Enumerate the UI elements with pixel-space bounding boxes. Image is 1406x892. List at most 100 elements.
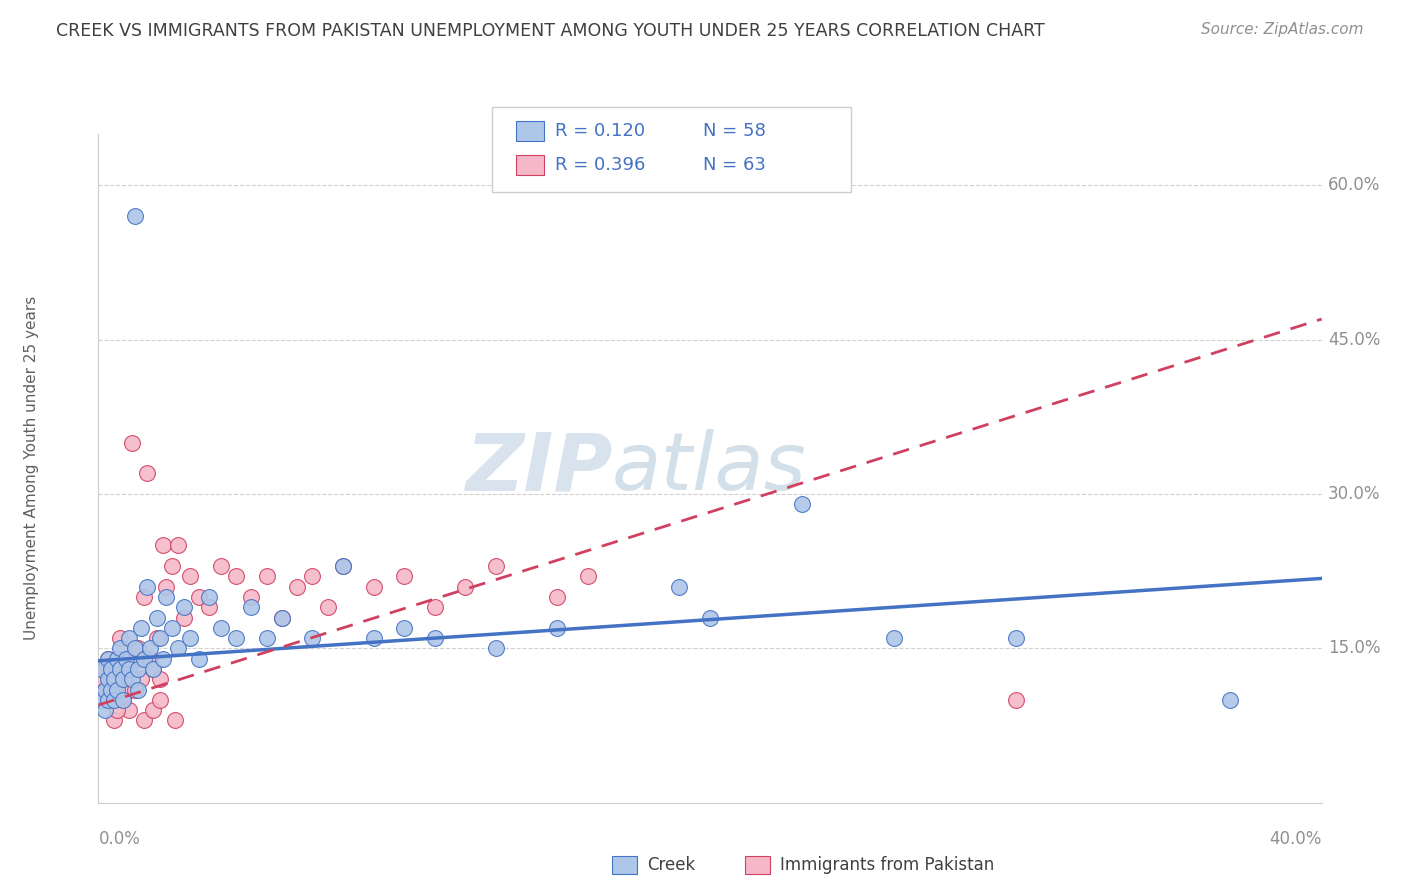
Point [188, 590, 211, 604]
Point [152, 651, 174, 665]
Point [124, 682, 146, 697]
Text: Source: ZipAtlas.com: Source: ZipAtlas.com [1201, 22, 1364, 37]
Text: N = 63: N = 63 [703, 156, 766, 174]
Point [179, 631, 201, 645]
Point [152, 539, 174, 553]
Text: N = 58: N = 58 [703, 122, 766, 140]
Point [93, 682, 115, 697]
Point [93, 682, 115, 697]
Point [163, 714, 186, 728]
Text: CREEK VS IMMIGRANTS FROM PAKISTAN UNEMPLOYMENT AMONG YOUTH UNDER 25 YEARS CORREL: CREEK VS IMMIGRANTS FROM PAKISTAN UNEMPL… [56, 22, 1045, 40]
Point [256, 631, 278, 645]
Point [332, 559, 354, 574]
Text: atlas: atlas [612, 429, 807, 508]
Point [546, 621, 568, 635]
Point [197, 590, 219, 604]
Point [108, 693, 131, 707]
Point [1004, 693, 1026, 707]
Point [127, 662, 149, 676]
Point [118, 682, 141, 697]
Point [485, 559, 508, 574]
Point [167, 641, 190, 656]
Point [301, 569, 323, 583]
Point [103, 662, 125, 676]
Text: Immigrants from Pakistan: Immigrants from Pakistan [780, 856, 994, 874]
Point [97, 673, 120, 687]
Point [546, 590, 568, 604]
Point [155, 580, 177, 594]
Point [225, 569, 247, 583]
Point [270, 610, 292, 624]
Point [209, 559, 232, 574]
Point [103, 714, 125, 728]
Point [100, 682, 122, 697]
Point [139, 641, 162, 656]
Text: Creek: Creek [647, 856, 695, 874]
Point [115, 651, 138, 665]
Text: 15.0%: 15.0% [1327, 640, 1381, 657]
Point [134, 651, 156, 665]
Point [121, 673, 143, 687]
Point [197, 600, 219, 615]
Point [285, 580, 308, 594]
Point [129, 673, 152, 687]
Point [485, 641, 508, 656]
Point [105, 682, 128, 697]
Point [142, 662, 165, 676]
Point [100, 662, 122, 676]
Text: Unemployment Among Youth under 25 years: Unemployment Among Youth under 25 years [24, 296, 38, 640]
Point [127, 682, 149, 697]
Point [160, 559, 183, 574]
Point [105, 673, 128, 687]
Point [134, 590, 156, 604]
Point [97, 693, 120, 707]
Point [90, 693, 112, 707]
Point [883, 631, 905, 645]
Point [108, 631, 131, 645]
Text: ZIP: ZIP [465, 429, 612, 508]
Point [699, 610, 721, 624]
Point [97, 651, 120, 665]
Point [103, 682, 125, 697]
Point [129, 621, 152, 635]
Point [105, 651, 128, 665]
Point [149, 693, 172, 707]
Point [124, 209, 146, 223]
Point [111, 673, 134, 687]
Point [301, 631, 323, 645]
Point [90, 673, 112, 687]
Point [115, 651, 138, 665]
Point [173, 600, 195, 615]
Point [118, 662, 141, 676]
Point [97, 651, 120, 665]
Point [173, 610, 195, 624]
Point [576, 569, 599, 583]
Point [145, 610, 167, 624]
Point [100, 673, 122, 687]
Point [93, 662, 115, 676]
Point [118, 662, 141, 676]
Point [97, 693, 120, 707]
Text: R = 0.396: R = 0.396 [555, 156, 645, 174]
Point [423, 600, 446, 615]
Point [332, 559, 354, 574]
Text: 30.0%: 30.0% [1327, 485, 1381, 503]
Point [111, 693, 134, 707]
Point [124, 641, 146, 656]
Point [142, 662, 165, 676]
Point [1219, 693, 1241, 707]
Point [423, 631, 446, 645]
Point [93, 703, 115, 717]
Point [256, 569, 278, 583]
Point [240, 600, 263, 615]
Point [392, 621, 416, 635]
Point [118, 703, 141, 717]
Point [100, 693, 122, 707]
Text: 45.0%: 45.0% [1327, 331, 1381, 349]
Point [108, 662, 131, 676]
Point [136, 580, 159, 594]
Point [111, 673, 134, 687]
Text: 0.0%: 0.0% [98, 830, 141, 847]
Point [103, 693, 125, 707]
Point [270, 610, 292, 624]
